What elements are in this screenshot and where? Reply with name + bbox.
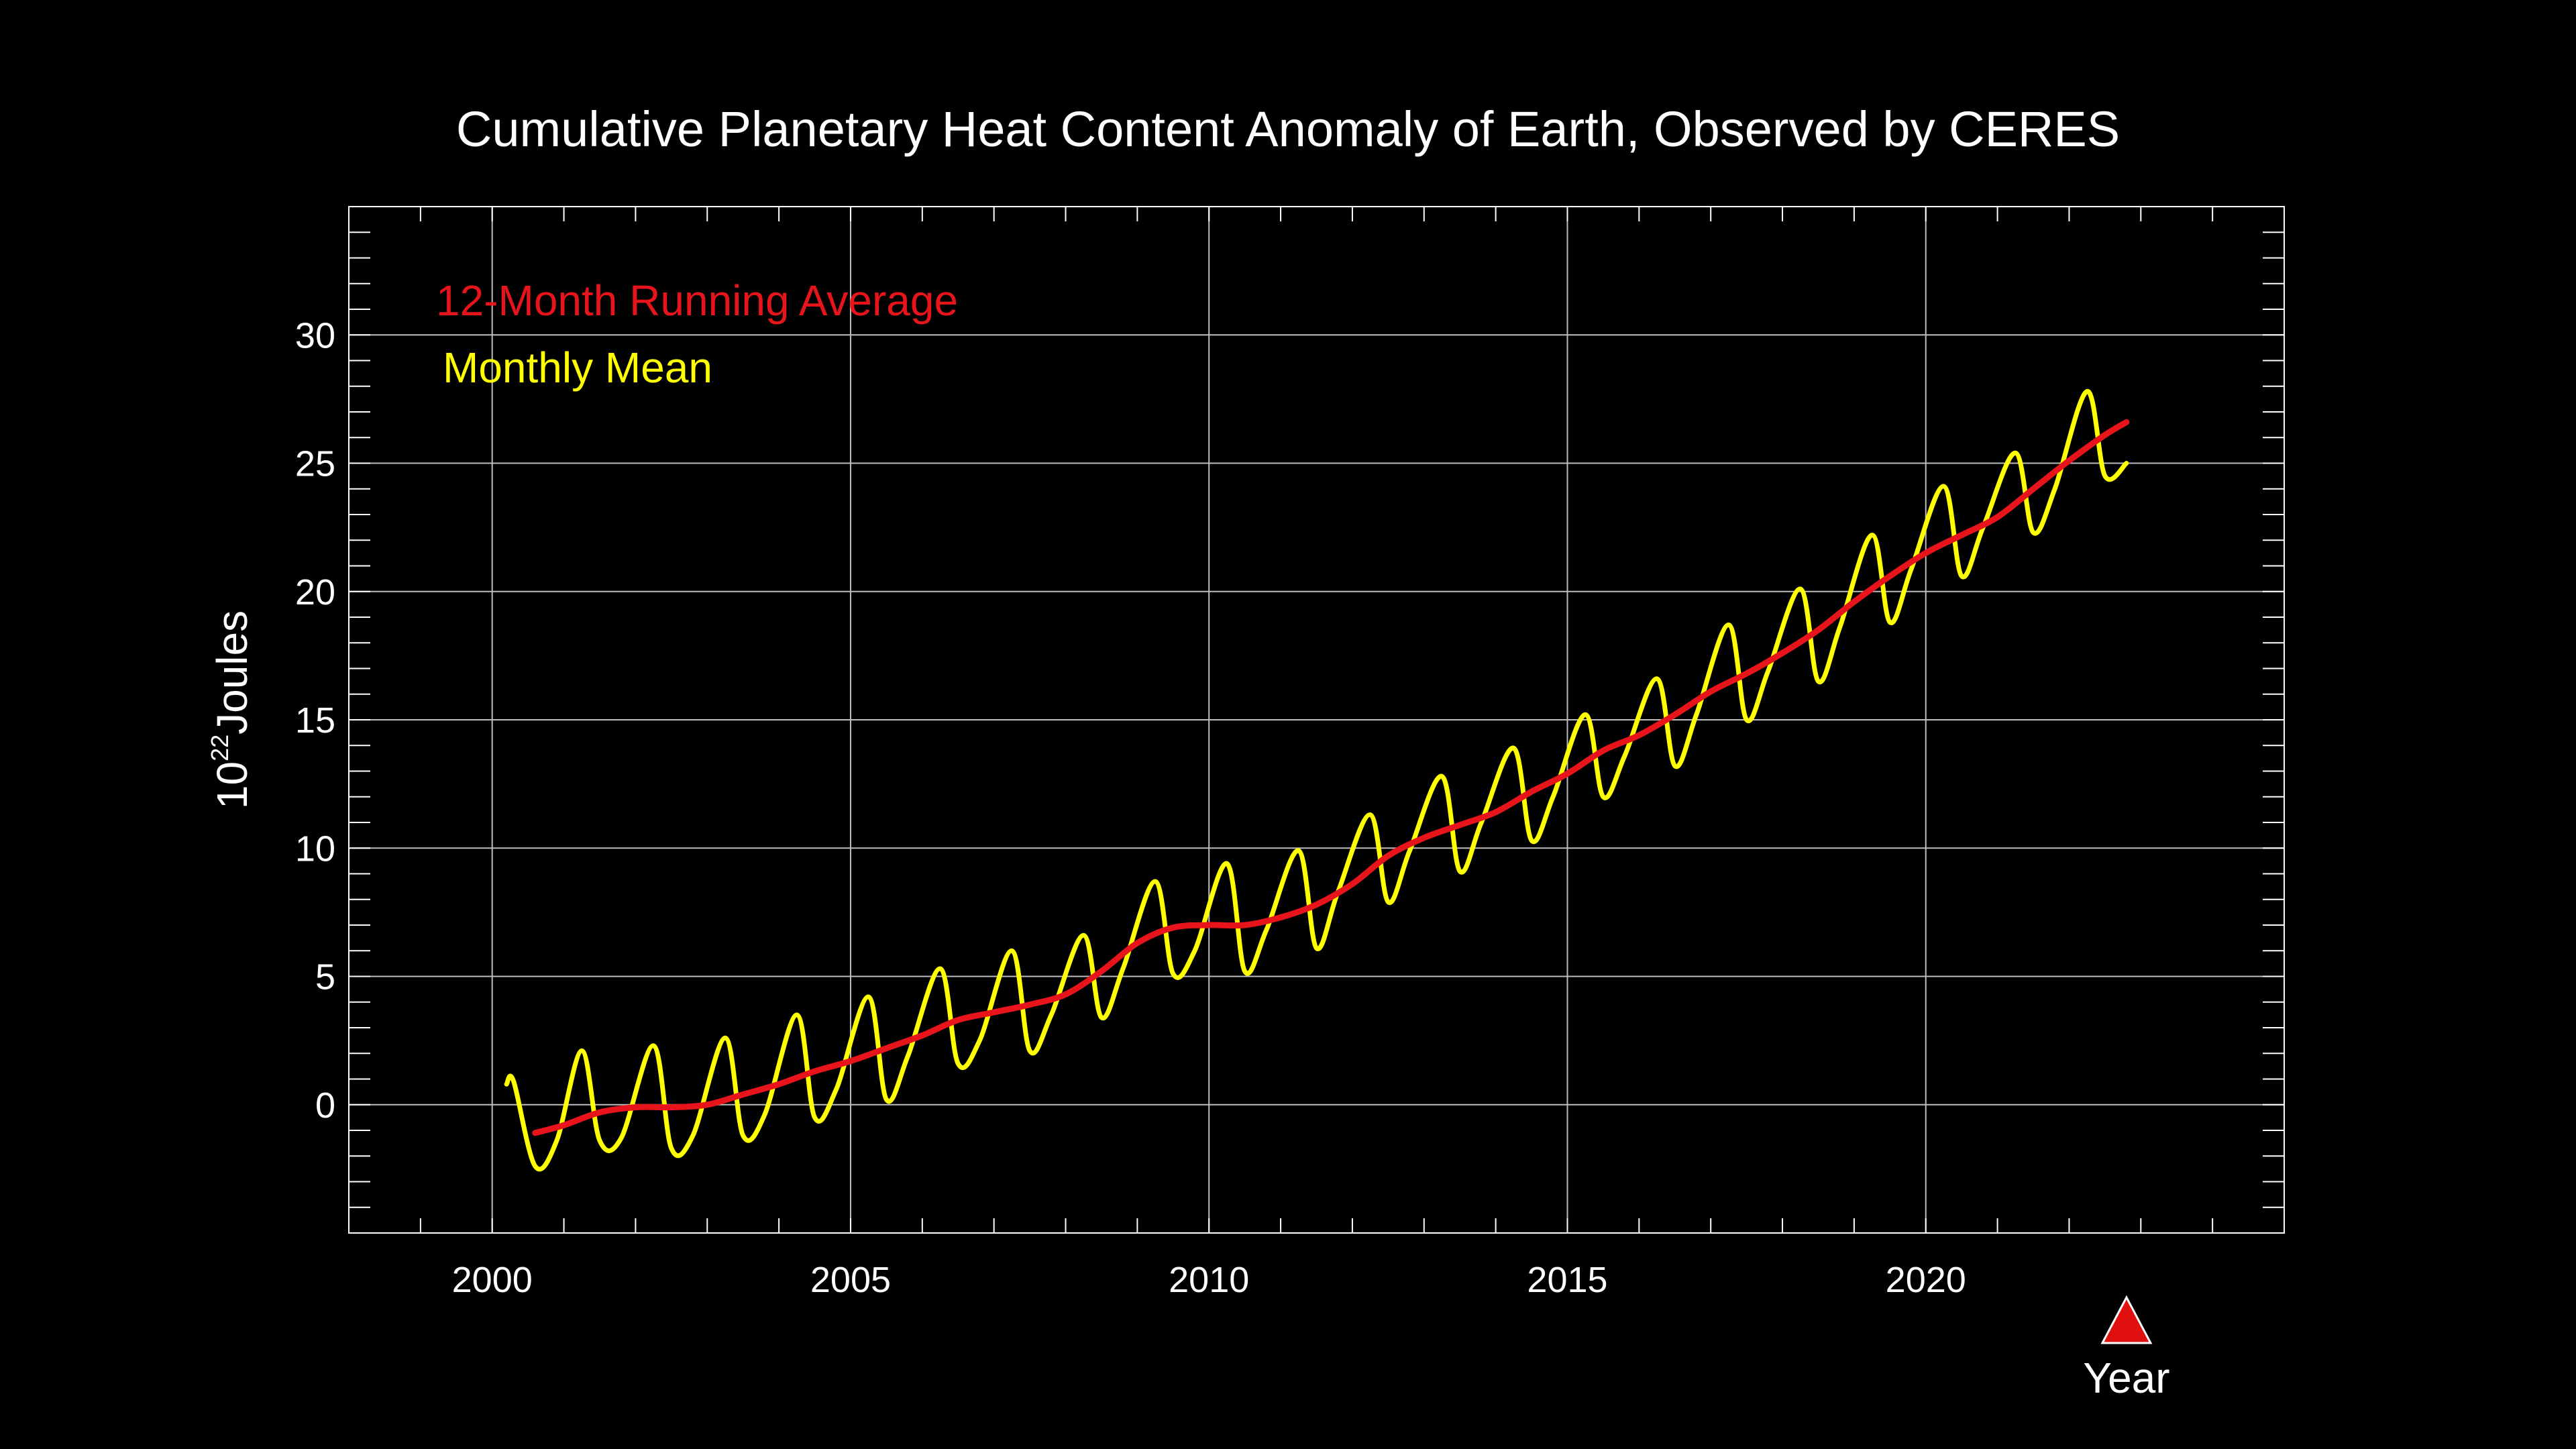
series-line-monthly-mean: [504, 388, 2129, 1172]
y-tick-label: 0: [315, 1085, 335, 1126]
series-layer: [504, 388, 2130, 1172]
y-tick-label: 15: [295, 700, 335, 741]
legend-running-average: 12-Month Running Average: [436, 276, 958, 325]
y-axis-label-exponent: 22: [206, 735, 233, 761]
y-axis-tick-labels: 0 5 10 15 20 25 30: [295, 315, 335, 1126]
y-axis-label-base: 10: [208, 761, 256, 809]
y-axis-label-unit: Joules: [208, 610, 256, 735]
x-tick-label: 2005: [810, 1260, 891, 1300]
plot-frame: [348, 206, 2285, 1234]
y-tick-label: 30: [295, 315, 335, 356]
y-tick-label: 25: [295, 444, 335, 484]
legend: 12-Month Running Average Monthly Mean: [436, 276, 958, 392]
y-axis-label: 1022Joules: [206, 610, 256, 809]
chart-title: Cumulative Planetary Heat Content Anomal…: [456, 101, 2120, 157]
y-tick-label: 20: [295, 572, 335, 612]
y-tick-label: 5: [315, 957, 335, 998]
x-axis-label: Year: [2083, 1354, 2169, 1402]
legend-monthly-mean: Monthly Mean: [443, 343, 712, 392]
year-marker-triangle: [2100, 1295, 2153, 1344]
y-tick-label: 10: [295, 828, 335, 869]
series-line-running-average: [532, 419, 2130, 1136]
y-axis-label-text: 1022Joules: [206, 610, 256, 809]
x-tick-label: 2000: [452, 1260, 533, 1300]
x-tick-label: 2015: [1527, 1260, 1607, 1300]
x-axis-tick-labels: 2000 2005 2010 2015 2020: [452, 1260, 1966, 1300]
x-tick-label: 2020: [1886, 1260, 1966, 1300]
x-tick-label: 2010: [1169, 1260, 1249, 1300]
